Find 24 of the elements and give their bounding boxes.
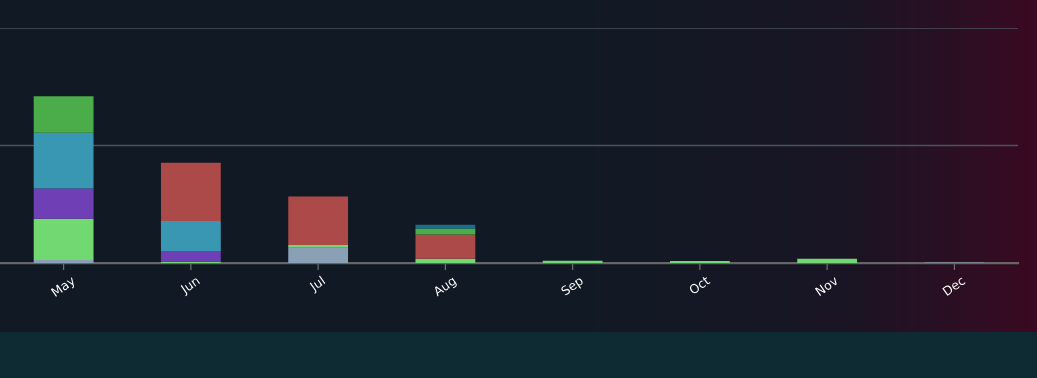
bar (288, 247, 349, 264)
x-tick-label: Jun (179, 275, 202, 297)
bar (288, 245, 349, 248)
bar (33, 218, 94, 261)
bar (33, 132, 94, 189)
bar (33, 188, 94, 219)
bar (415, 228, 476, 235)
x-tick-label: Dec (942, 275, 966, 296)
bar (415, 234, 476, 259)
bar (160, 221, 221, 252)
bar (669, 261, 730, 264)
x-tick-label: May (50, 275, 78, 299)
x-tick-label: Jul (307, 275, 327, 294)
x-tick-label: Sep (560, 275, 586, 298)
x-tick-label: Nov (814, 275, 839, 297)
bar (415, 258, 476, 264)
bar (33, 96, 94, 133)
bar (797, 258, 858, 264)
bar (288, 196, 349, 246)
x-tick-label: Aug (432, 275, 458, 299)
bar (160, 162, 221, 222)
bar (33, 260, 94, 264)
bar (160, 251, 221, 262)
x-tick-label: Oct (688, 275, 711, 295)
